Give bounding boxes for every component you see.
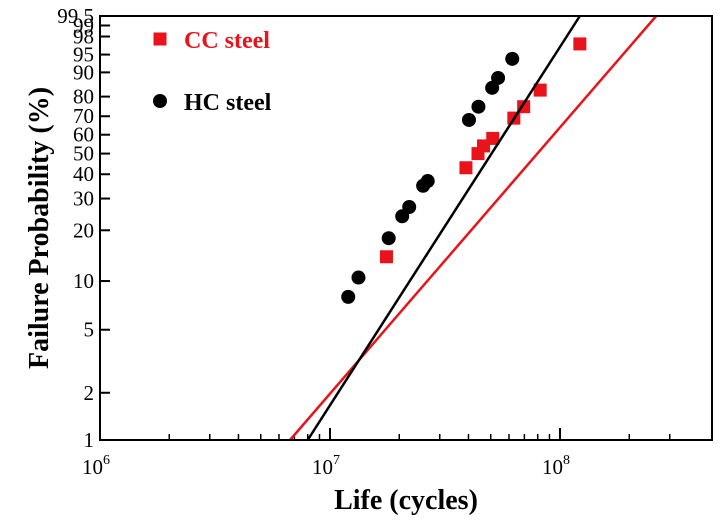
- hc-steel-legend-marker: [153, 94, 167, 108]
- legend: CC steel HC steel: [153, 28, 272, 116]
- hc-steel-data-point: [505, 51, 520, 66]
- y-tick-label: 2: [84, 381, 95, 405]
- cc-steel-data-point: [573, 37, 587, 51]
- y-tick-label: 20: [73, 218, 94, 242]
- y-tick-label: 98: [73, 25, 94, 49]
- axis-ticks: [99, 15, 671, 441]
- y-tick-label: 1: [84, 428, 95, 452]
- y-tick-label: 95: [73, 43, 94, 67]
- hc-steel-data-point: [341, 289, 356, 304]
- y-tick-label: 40: [73, 162, 94, 186]
- hc-steel-data-point: [461, 112, 476, 127]
- y-tick-label: 50: [73, 142, 94, 166]
- hc-steel-data-point: [351, 270, 366, 285]
- y-tick-label: 99.5: [57, 4, 94, 28]
- cc-steel-data-point: [486, 131, 500, 145]
- hc-steel-data-point: [381, 231, 396, 246]
- y-tick-label: 70: [73, 104, 94, 128]
- x-axis-title: Life (cycles): [334, 485, 478, 516]
- x-tick-base: 10: [312, 455, 333, 479]
- hc-steel-data-point: [471, 99, 486, 114]
- hc-steel-fit-line: [306, 15, 581, 441]
- x-tick-label: 108: [542, 453, 570, 479]
- y-tick-label: 10: [73, 269, 94, 293]
- cc-steel-data-point: [533, 83, 547, 97]
- hc-steel-data-point: [491, 70, 506, 85]
- y-tick-label: 60: [73, 123, 94, 147]
- y-tick-label: 90: [73, 60, 94, 84]
- plot-series: [289, 15, 658, 441]
- y-tick-label: 30: [73, 187, 94, 211]
- x-tick-label: 107: [312, 453, 340, 479]
- hc-steel-data-point: [402, 200, 417, 215]
- cc-steel-legend-marker: [153, 32, 167, 46]
- cc-steel-legend-label: CC steel: [184, 28, 270, 54]
- x-tick-exponent: 8: [563, 453, 570, 468]
- plot-frame: [99, 15, 713, 441]
- y-tick-label: 99: [73, 13, 94, 37]
- cc-steel-fit-line: [289, 15, 658, 441]
- y-axis-title: Failure Probability (%): [24, 87, 55, 369]
- y-tick-label: 5: [84, 318, 95, 342]
- cc-steel-data-point: [459, 161, 473, 175]
- hc-steel-data-point: [420, 174, 435, 189]
- x-tick-exponent: 6: [103, 453, 110, 468]
- x-tick-exponent: 7: [333, 453, 340, 468]
- x-tick-base: 10: [542, 455, 563, 479]
- x-tick-label: 106: [82, 453, 110, 479]
- cc-steel-data-point: [379, 250, 393, 264]
- y-tick-label: 80: [73, 85, 94, 109]
- hc-steel-legend-label: HC steel: [184, 90, 272, 116]
- x-tick-base: 10: [82, 455, 103, 479]
- x-tick-labels: 106 107 108: [82, 453, 570, 479]
